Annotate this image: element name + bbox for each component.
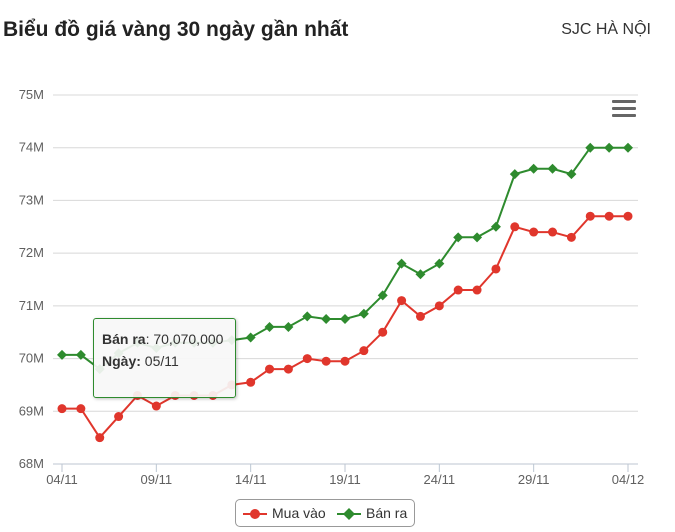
- tooltip: Bán ra: 70,070,000 Ngày: 05/11: [93, 318, 236, 398]
- y-tick-label: 69M: [19, 403, 44, 418]
- series-mua-vao: [57, 211, 633, 443]
- legend-marker-circle-icon: [243, 509, 267, 519]
- data-point[interactable]: [453, 232, 464, 243]
- data-point[interactable]: [529, 227, 539, 237]
- y-axis: 68M 69M 70M 71M 72M 73M 74M 75M: [19, 87, 44, 471]
- x-tick-label: 14/11: [235, 472, 267, 487]
- tooltip-date-label: Ngày:: [102, 353, 141, 369]
- data-point[interactable]: [340, 314, 350, 325]
- data-point[interactable]: [585, 211, 595, 221]
- data-point[interactable]: [434, 301, 444, 311]
- data-point[interactable]: [378, 327, 388, 337]
- data-point[interactable]: [509, 169, 520, 180]
- data-point[interactable]: [415, 311, 425, 321]
- legend-marker-diamond-icon: [337, 508, 361, 520]
- data-point[interactable]: [57, 404, 67, 414]
- data-point[interactable]: [57, 349, 67, 360]
- data-point[interactable]: [434, 258, 445, 269]
- data-point[interactable]: [76, 404, 86, 414]
- data-point[interactable]: [490, 221, 501, 232]
- data-point[interactable]: [265, 364, 275, 374]
- data-point[interactable]: [491, 264, 501, 274]
- data-point[interactable]: [359, 346, 369, 356]
- x-tick-label: 29/11: [518, 472, 550, 487]
- data-point[interactable]: [547, 163, 558, 174]
- data-point[interactable]: [321, 314, 332, 325]
- data-point[interactable]: [510, 222, 520, 232]
- tooltip-series-value: : 70,070,000: [145, 331, 224, 347]
- data-point[interactable]: [472, 285, 482, 295]
- data-point[interactable]: [397, 296, 407, 306]
- x-axis: 04/11 09/11 14/11 19/11 24/11 29/11 04/12: [46, 463, 645, 487]
- data-point[interactable]: [528, 163, 539, 174]
- legend-label-ban-ra: Bán ra: [366, 505, 408, 521]
- data-point[interactable]: [453, 285, 463, 295]
- legend-label-mua-vao: Mua vào: [272, 505, 326, 521]
- data-point[interactable]: [302, 311, 313, 322]
- data-point[interactable]: [377, 290, 388, 301]
- data-point[interactable]: [302, 354, 312, 364]
- y-tick-label: 74M: [19, 140, 44, 155]
- data-point[interactable]: [604, 211, 614, 221]
- tooltip-series-label: Bán ra: [102, 331, 146, 347]
- data-point[interactable]: [415, 269, 426, 280]
- x-tick-label: 24/11: [424, 472, 456, 487]
- data-point[interactable]: [472, 232, 483, 243]
- data-point[interactable]: [623, 211, 633, 221]
- y-tick-label: 75M: [19, 87, 44, 102]
- chart-subtitle: SJC HÀ NỘI: [561, 21, 651, 38]
- data-point[interactable]: [623, 142, 633, 153]
- data-point[interactable]: [151, 401, 161, 411]
- chart-menu-icon[interactable]: [612, 100, 636, 120]
- data-point[interactable]: [566, 232, 576, 242]
- data-point[interactable]: [283, 321, 294, 332]
- data-point[interactable]: [264, 321, 275, 332]
- data-point[interactable]: [396, 258, 407, 269]
- x-tick-label: 04/11: [46, 472, 78, 487]
- y-tick-label: 70M: [19, 351, 44, 366]
- data-point[interactable]: [321, 356, 331, 366]
- data-point[interactable]: [604, 142, 615, 153]
- data-point[interactable]: [246, 377, 256, 387]
- data-point[interactable]: [245, 332, 256, 343]
- y-tick-label: 72M: [19, 245, 44, 260]
- chart-header: Biểu đồ giá vàng 30 ngày gần nhất SJC HÀ…: [0, 0, 675, 60]
- data-point[interactable]: [548, 227, 558, 237]
- tooltip-date-value: 05/11: [140, 353, 179, 369]
- y-tick-label: 68M: [19, 456, 44, 471]
- legend: Mua vào Bán ra: [235, 499, 415, 527]
- data-point[interactable]: [283, 364, 293, 374]
- chart-title: Biểu đồ giá vàng 30 ngày gần nhất: [3, 18, 349, 41]
- data-point[interactable]: [114, 412, 124, 422]
- x-tick-label: 04/12: [612, 472, 645, 487]
- data-point[interactable]: [95, 433, 105, 443]
- data-point[interactable]: [340, 356, 350, 366]
- y-tick-label: 73M: [19, 192, 44, 207]
- x-tick-label: 09/11: [141, 472, 173, 487]
- data-point[interactable]: [585, 142, 596, 153]
- data-point[interactable]: [75, 349, 86, 360]
- data-point[interactable]: [566, 169, 577, 180]
- x-tick-label: 19/11: [329, 472, 361, 487]
- data-point[interactable]: [358, 308, 369, 319]
- y-tick-label: 71M: [19, 298, 44, 313]
